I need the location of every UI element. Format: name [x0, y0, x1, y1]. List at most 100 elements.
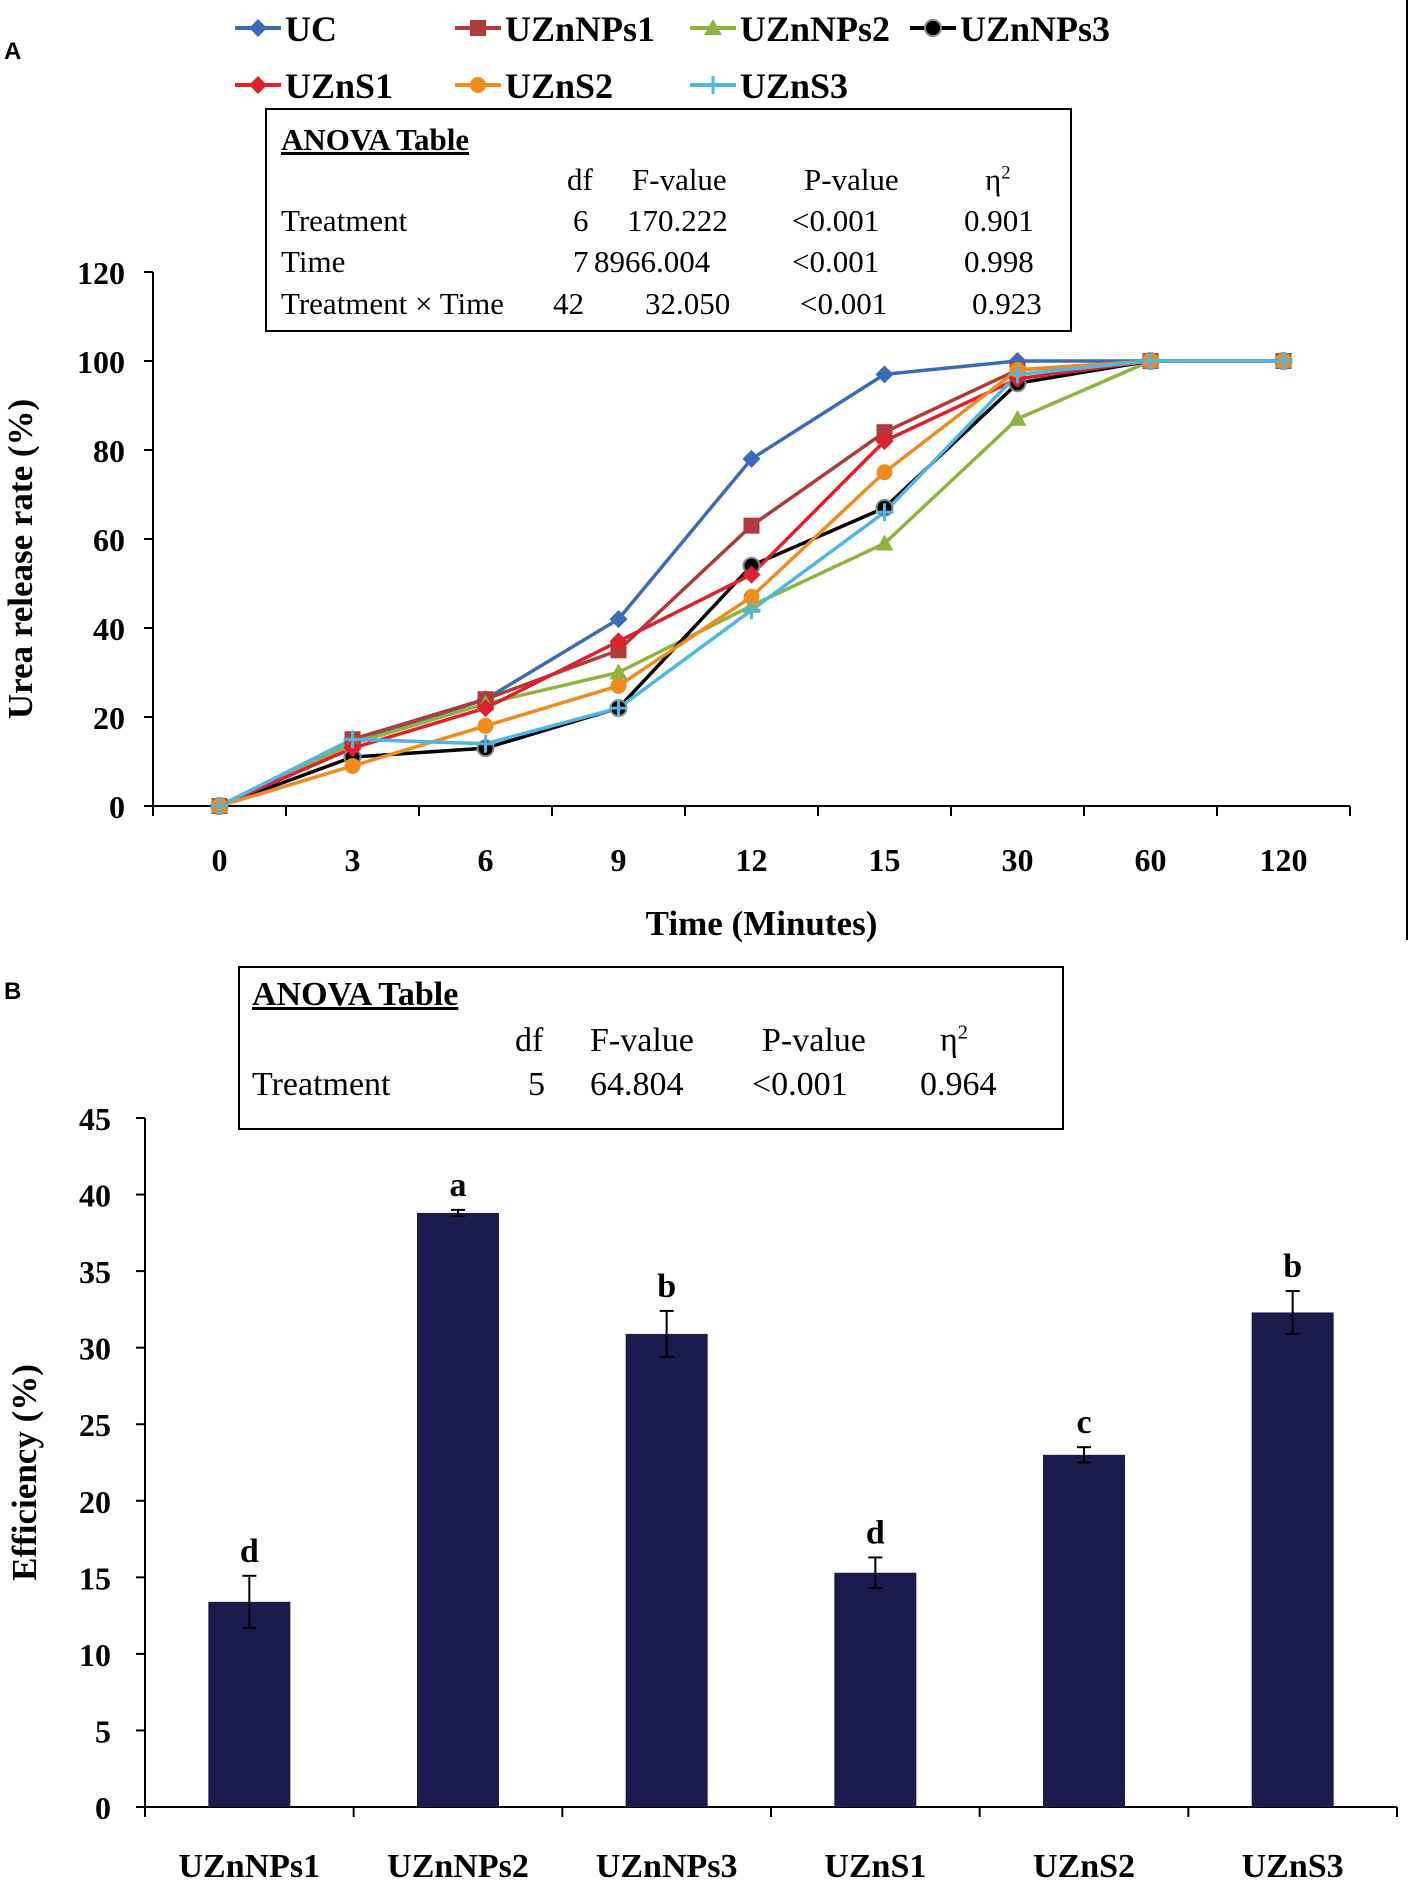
anova-a-row-interaction-label: Treatment × Time [281, 286, 505, 321]
series-point-uc [875, 365, 894, 384]
chart-a-x-tick-label: 9 [611, 842, 627, 878]
anova-a-row-time-df: 7 [573, 244, 589, 279]
chart-b-y-tick-label: 25 [79, 1407, 111, 1443]
legend-label-uznnps3: UZnNPs3 [960, 9, 1110, 49]
chart-a-x-axis-label: Time (Minutes) [646, 904, 878, 943]
bar-uznnps2 [417, 1212, 499, 1807]
series-point-uzns3 [1141, 352, 1160, 370]
chart-a-x-tick-label: 6 [478, 842, 494, 878]
anova-a-row-time-f: 8966.004 [594, 244, 711, 279]
chart-b-y-tick-label: 10 [79, 1637, 111, 1673]
chart-a-y-tick-label: 100 [77, 344, 125, 380]
chart-a-y-tick-label: 40 [93, 611, 125, 647]
legend-marker-uc [249, 19, 267, 37]
chart-a-x-tick-label: 30 [1002, 842, 1034, 878]
anova-a-header-eta: η2 [985, 162, 1011, 198]
anova-b-row-treatment-label: Treatment [252, 1066, 391, 1103]
chart-a-x-tick-label: 60 [1135, 842, 1167, 878]
bar-uzns2 [1043, 1454, 1125, 1807]
anova-a-row-interaction-f: 32.050 [645, 286, 731, 321]
legend-marker-uznnps2 [704, 19, 722, 35]
series-point-uzns3 [210, 797, 229, 815]
series-point-uzns2 [344, 757, 361, 774]
anova-a-header-p: P-value [804, 162, 899, 197]
anova-a-row-interaction-eta: 0.923 [972, 286, 1042, 321]
anova-a-row-treatment-df: 6 [573, 203, 589, 238]
chart-b-x-tick-label-uznnps3: UZnNPs3 [596, 1848, 738, 1885]
chart-b-x-tick-label-uzns1: UZnS1 [824, 1848, 926, 1885]
chart-a-x-tick-label: 15 [869, 842, 901, 878]
anova-a-row-treatment-label: Treatment [281, 203, 408, 238]
anova-a-header-df: df [567, 162, 593, 197]
anova-b-header-f: F-value [590, 1022, 694, 1059]
chart-b-y-tick-label: 40 [79, 1178, 111, 1214]
series-point-uc [609, 610, 628, 629]
series-point-uzns3 [609, 699, 628, 718]
chart-a-x-tick-label: 12 [736, 842, 768, 878]
legend-label-uzns3: UZnS3 [740, 66, 848, 106]
series-point-uzns3 [343, 730, 362, 749]
anova-b-header-eta-exp: 2 [957, 1021, 968, 1044]
chart-b-y-tick-label: 30 [79, 1331, 111, 1367]
anova-b-header-eta-symbol: η [940, 1022, 958, 1059]
legend-label-uzns2: UZnS2 [505, 66, 613, 106]
chart-a-y-tick-label: 0 [109, 789, 125, 825]
bar-uzns3 [1251, 1312, 1334, 1807]
series-point-uznnps2 [1008, 409, 1027, 426]
anova-a-header-eta-exp: 2 [1001, 162, 1011, 184]
anova-a-row-treatment-eta: 0.901 [964, 203, 1034, 238]
anova-b-row-treatment-f: 64.804 [590, 1066, 684, 1103]
significance-letter-uzns3: b [1283, 1248, 1302, 1285]
anova-a-row-time-label: Time [281, 244, 346, 279]
chart-a-x-tick-label: 120 [1260, 842, 1308, 878]
chart-a-y-tick-label: 120 [77, 255, 125, 291]
legend-marker-uznnps3 [924, 19, 942, 37]
anova-b-row-treatment-eta: 0.964 [920, 1066, 997, 1103]
significance-letter-uznnps2: a [450, 1167, 467, 1204]
chart-a-x-tick-label: 0 [212, 842, 228, 878]
chart-a-x-tick-label: 3 [345, 842, 361, 878]
significance-letter-uznnps1: d [240, 1533, 259, 1570]
series-point-uzns3 [1274, 352, 1293, 370]
chart-a-y-tick-label: 20 [93, 700, 125, 736]
chart-b-y-tick-label: 5 [95, 1713, 111, 1749]
series-point-uzns2 [610, 677, 627, 694]
anova-a-row-interaction-p: <0.001 [800, 286, 888, 321]
anova-a-row-treatment-f: 170.222 [627, 203, 728, 238]
chart-b-y-tick-label: 35 [79, 1254, 111, 1290]
chart-a-y-tick-label: 60 [93, 522, 125, 558]
series-point-uzns1 [742, 565, 761, 584]
legend-marker-uzns2 [470, 77, 486, 93]
anova-a-header-eta-symbol: η [985, 162, 1002, 197]
legend-label-uznnps1: UZnNPs1 [505, 9, 655, 49]
series-point-uzns3 [1008, 365, 1027, 384]
series-point-uzns3 [742, 601, 761, 620]
chart-b-x-tick-label-uzns2: UZnS2 [1033, 1848, 1135, 1885]
anova-b-header-p: P-value [762, 1022, 866, 1059]
panel-a-label: A [4, 38, 22, 65]
anova-b-row-treatment-df: 5 [528, 1066, 545, 1103]
series-point-uzns1 [609, 632, 628, 651]
series-point-uznnps2 [609, 663, 628, 680]
series-point-uzns1 [476, 699, 495, 718]
anova-b-header-eta: η2 [940, 1022, 968, 1060]
legend-label-uzns1: UZnS1 [285, 66, 393, 106]
significance-letter-uzns1: d [866, 1514, 885, 1551]
anova-a-row-time-eta: 0.998 [964, 244, 1034, 279]
chart-a-y-tick-label: 80 [93, 433, 125, 469]
series-point-uzns1 [875, 432, 894, 451]
anova-a-row-interaction-df: 42 [553, 286, 584, 321]
anova-a-row-time-p: <0.001 [792, 244, 880, 279]
significance-letter-uzns2: c [1076, 1404, 1091, 1441]
anova-table-b: ANOVA Table df F-value P-value η2 Treatm… [238, 966, 1064, 1130]
anova-table-a: ANOVA Table df F-value P-value η2 Treatm… [265, 108, 1072, 332]
chart-b-y-tick-label: 45 [79, 1101, 111, 1137]
panel-b-label: B [4, 978, 22, 1005]
legend-marker-uzns1 [249, 76, 267, 94]
significance-letter-uznnps3: b [657, 1268, 676, 1305]
anova-b-row-treatment-p: <0.001 [752, 1066, 848, 1103]
chart-b-y-axis-label: Efficiency (%) [5, 1364, 44, 1581]
legend-label-uznnps2: UZnNPs2 [740, 9, 890, 49]
